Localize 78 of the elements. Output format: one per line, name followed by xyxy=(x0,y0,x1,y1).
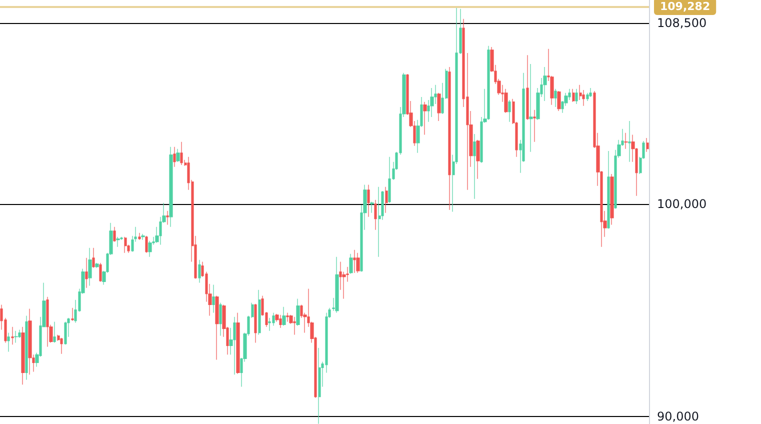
candlestick xyxy=(173,146,176,168)
candlestick xyxy=(60,338,63,354)
candlestick xyxy=(236,312,240,374)
candlestick xyxy=(215,295,219,360)
candlestick xyxy=(353,250,356,274)
candlestick xyxy=(349,254,353,274)
candlestick xyxy=(335,256,339,314)
candlestick xyxy=(423,102,427,136)
candlestick xyxy=(543,66,547,102)
candlestick xyxy=(448,66,451,210)
candlestick xyxy=(233,316,236,375)
candlestick xyxy=(28,308,32,375)
candlestick xyxy=(624,132,628,150)
candlestick xyxy=(21,326,25,385)
candlestick xyxy=(46,296,49,348)
candlestick xyxy=(610,174,614,226)
candlestick xyxy=(113,226,116,242)
candlestick xyxy=(437,92,441,122)
candlestick xyxy=(533,110,536,142)
candlestick xyxy=(88,248,92,286)
candlestick xyxy=(646,138,649,152)
candlestick xyxy=(575,88,578,104)
candlestick xyxy=(589,88,592,98)
candlestick xyxy=(318,348,321,424)
y-tick-label: 100,000 xyxy=(657,196,707,211)
candlestick xyxy=(169,146,173,228)
candlestick xyxy=(279,314,282,328)
candlestick xyxy=(374,200,377,230)
ref-line-label: 109,282 xyxy=(660,0,710,14)
candlestick xyxy=(99,262,102,282)
candlestick xyxy=(557,90,561,112)
y-tick-label: 90,000 xyxy=(657,410,699,424)
candlestick xyxy=(212,284,215,314)
candlestick xyxy=(356,252,360,274)
candlestick xyxy=(176,148,180,162)
candlestick xyxy=(296,298,300,326)
candlestick xyxy=(166,210,169,226)
candlestick xyxy=(92,248,95,268)
candlestick xyxy=(286,312,289,322)
candlestick xyxy=(385,186,388,214)
candlestick xyxy=(180,142,183,166)
candlestick xyxy=(258,290,261,335)
candlestick xyxy=(219,302,222,336)
candlestick xyxy=(554,88,557,108)
candlestick xyxy=(572,88,575,102)
candlestick xyxy=(138,232,141,240)
y-tick-label: 108,500 xyxy=(657,16,707,30)
candlestick xyxy=(124,236,127,254)
candlestick xyxy=(11,326,14,345)
candlestick xyxy=(504,88,508,114)
candlestick xyxy=(53,321,56,344)
candlestick xyxy=(254,304,257,344)
candlestick xyxy=(25,315,28,380)
candlestick xyxy=(71,308,74,322)
candlestick xyxy=(487,46,490,120)
candlestick xyxy=(367,184,370,218)
candlestick xyxy=(95,262,99,268)
candlestick xyxy=(282,306,286,326)
candlestick xyxy=(14,330,18,344)
candlestick xyxy=(607,150,610,230)
candlestick xyxy=(116,236,120,248)
candlestick xyxy=(148,240,152,258)
candlestick xyxy=(64,321,67,345)
candlestick xyxy=(378,186,381,258)
candlestick xyxy=(526,54,529,120)
candlestick xyxy=(508,100,511,122)
candlestick xyxy=(628,120,631,162)
candlestick xyxy=(7,332,10,352)
candlestick xyxy=(529,64,533,152)
candlestick xyxy=(476,140,480,180)
candlestick xyxy=(145,236,148,254)
candlestick xyxy=(85,258,88,288)
candlestick xyxy=(370,201,374,214)
candlestick xyxy=(388,156,391,204)
candlestick xyxy=(473,134,476,200)
candlestick xyxy=(198,260,201,284)
candlestick xyxy=(141,234,145,240)
candlestick xyxy=(293,316,296,335)
